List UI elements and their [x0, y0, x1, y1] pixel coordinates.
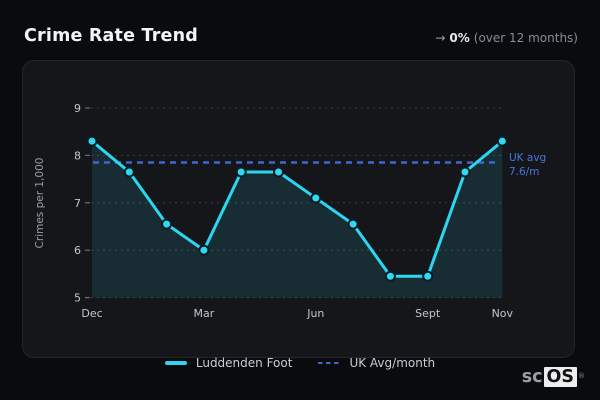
svg-text:9: 9 [74, 102, 81, 115]
data-point[interactable] [347, 218, 359, 230]
trend-value: 0% [449, 31, 470, 45]
chart-legend: Luddenden Foot UK Avg/month [0, 354, 600, 372]
uk-avg-label-line2: 7.6/m [509, 166, 539, 178]
trend-summary: → 0% (over 12 months) [435, 31, 578, 45]
data-point[interactable] [459, 166, 471, 178]
svg-text:Dec: Dec [81, 307, 102, 320]
solid-line-swatch-icon [164, 361, 187, 365]
data-point[interactable] [86, 135, 98, 147]
legend-item-uk-avg[interactable]: UK Avg/month [318, 356, 435, 370]
data-point[interactable] [496, 135, 508, 147]
data-point[interactable] [310, 192, 322, 204]
data-points [86, 135, 508, 282]
svg-text:5: 5 [74, 292, 81, 305]
legend-item-luddenden-foot[interactable]: Luddenden Foot [164, 356, 293, 370]
area-fill [92, 141, 503, 298]
legend-label: Luddenden Foot [195, 356, 293, 370]
legend-label: UK Avg/month [349, 356, 436, 370]
data-point[interactable] [384, 270, 396, 282]
logo-prefix: sc [521, 367, 543, 387]
scos-logo: sc OS ® [522, 367, 585, 387]
data-point[interactable] [161, 218, 173, 230]
svg-text:8: 8 [74, 149, 81, 162]
svg-text:Jun: Jun [306, 307, 324, 320]
svg-text:6: 6 [74, 244, 81, 257]
x-axis-labels: Dec Mar Jun Sept Nov [81, 307, 513, 320]
dashed-line-swatch-icon [318, 361, 341, 365]
trend-period: (over 12 months) [473, 31, 578, 45]
svg-text:Mar: Mar [194, 307, 215, 320]
data-point[interactable] [198, 244, 210, 256]
data-point[interactable] [123, 166, 135, 178]
y-axis-title: Crimes per 1,000 [34, 158, 46, 249]
data-point[interactable] [235, 166, 247, 178]
svg-text:Sept: Sept [415, 307, 441, 320]
series-line [90, 139, 504, 278]
registered-mark-icon: ® [578, 372, 585, 380]
svg-text:Nov: Nov [492, 307, 514, 320]
uk-avg-label-line1: UK avg [509, 152, 546, 164]
logo-suffix: OS [543, 367, 577, 387]
y-axis-ticks: 5 6 7 8 9 [74, 102, 90, 305]
data-point[interactable] [273, 166, 284, 178]
page-title: Crime Rate Trend [24, 26, 198, 46]
data-point[interactable] [422, 270, 434, 282]
svg-text:7: 7 [74, 197, 81, 210]
trend-arrow-icon: → [435, 31, 446, 45]
